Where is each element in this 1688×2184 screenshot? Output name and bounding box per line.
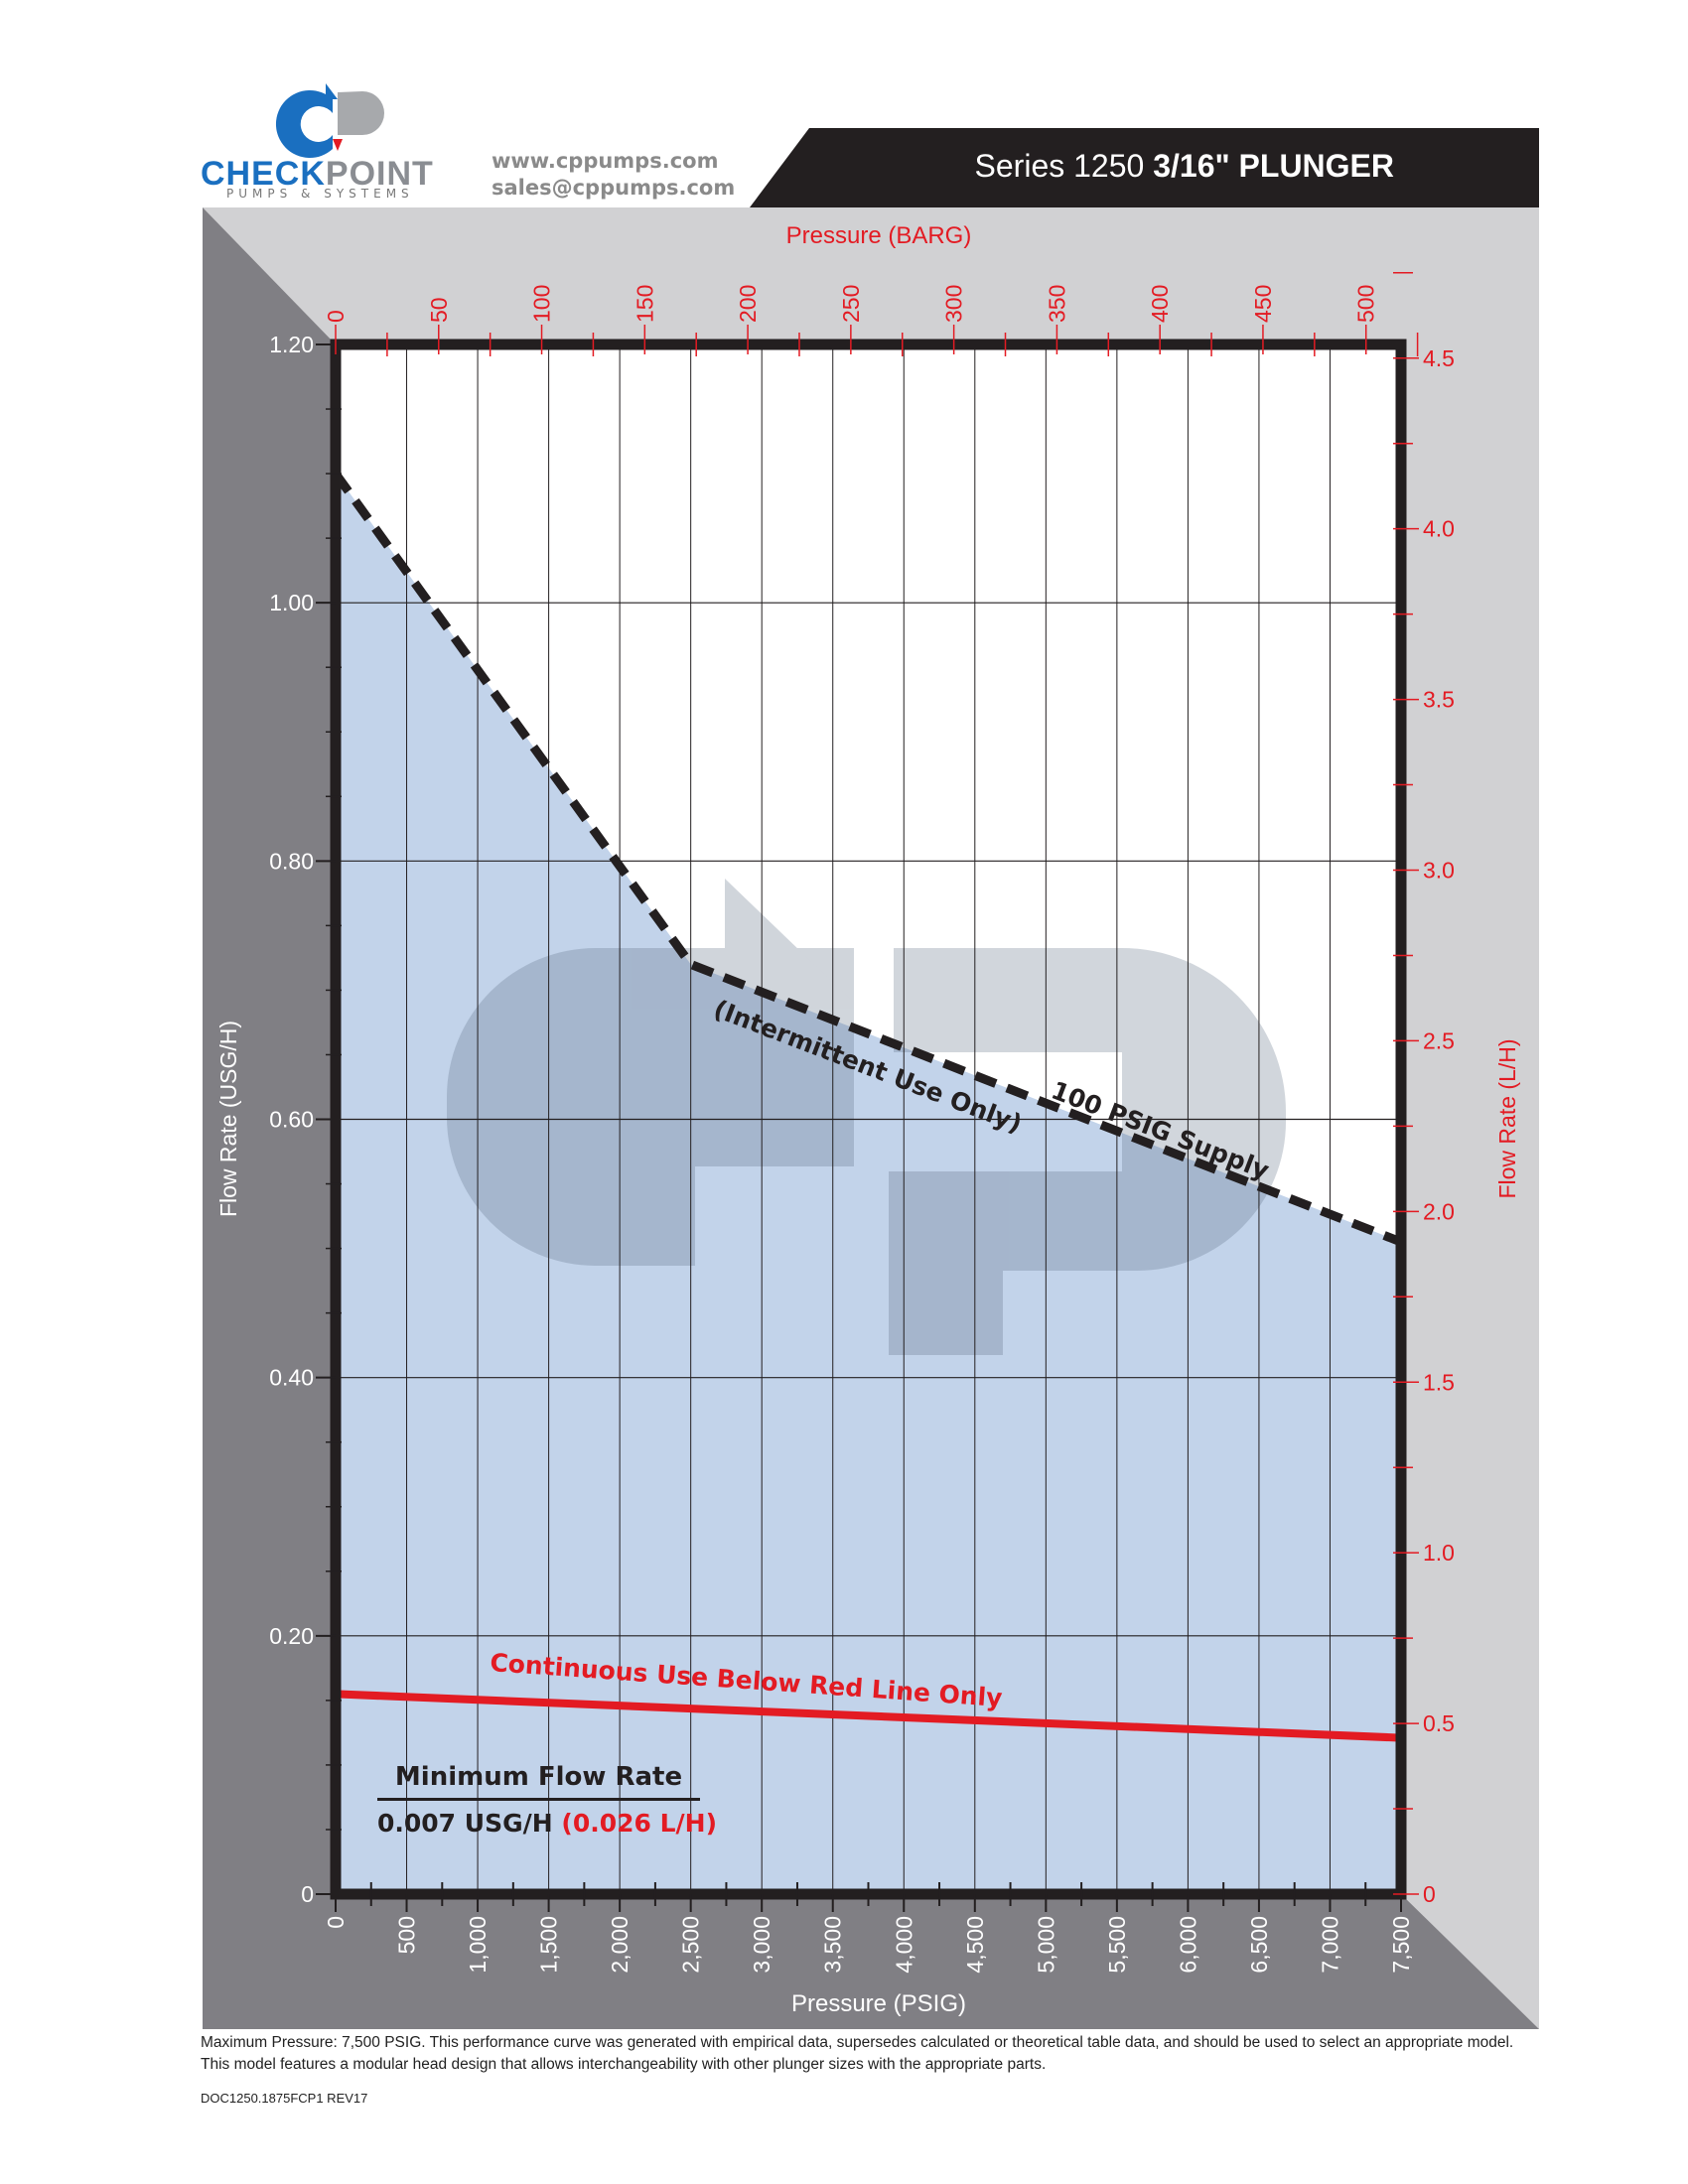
- x2-tick-label: 50: [426, 297, 452, 323]
- document-id: DOC1250.1875FCP1 REV17: [201, 2091, 368, 2106]
- x2-tick-label: 0: [323, 310, 349, 323]
- x-tick-label: 1,500: [536, 1916, 562, 1974]
- y-tick-label: 0.80: [269, 848, 314, 874]
- title-bar: Series 1250 3/16" PLUNGER: [750, 128, 1539, 207]
- intermittent-fill-area: [336, 474, 1401, 1894]
- x-tick-label: 4,000: [891, 1916, 916, 1974]
- y-tick-label: 0.60: [269, 1107, 314, 1133]
- x-tick-label: 0: [323, 1916, 349, 1929]
- logo-subtitle: PUMPS & SYSTEMS: [226, 187, 414, 201]
- x2-tick-label: 300: [941, 285, 967, 323]
- x-tick-label: 6,000: [1175, 1916, 1200, 1974]
- y2-tick-label: 3.0: [1423, 858, 1455, 884]
- x2-tick-label: 450: [1250, 285, 1276, 323]
- x-tick-label: 4,500: [962, 1916, 988, 1974]
- continuous-use-red-line: [335, 1690, 1402, 1742]
- series-layer: [332, 471, 1403, 1742]
- x-tick-label: 3,000: [749, 1916, 774, 1974]
- page-title: Series 1250 3/16" PLUNGER: [975, 148, 1394, 185]
- x2-tick-label: 500: [1353, 285, 1379, 323]
- x-tick-label: 2,000: [607, 1916, 633, 1974]
- website-link[interactable]: www.cppumps.com: [492, 149, 719, 173]
- x-axis-label: Pressure (PSIG): [791, 1990, 966, 2017]
- title-bold: 3/16" PLUNGER: [1153, 148, 1394, 184]
- y-tick-label: 1.20: [269, 332, 314, 357]
- x-tick-label: 2,500: [678, 1916, 704, 1974]
- x2-tick-label: 200: [735, 285, 761, 323]
- x-tick-label: 3,500: [820, 1916, 846, 1974]
- y2-tick-label: 0.5: [1423, 1710, 1455, 1736]
- checkpoint-logo-mark: [275, 83, 384, 158]
- x2-tick-label: 400: [1147, 285, 1173, 323]
- minimum-flow-box: Minimum Flow Rate 0.007 USG/H (0.026 L/H…: [377, 1762, 717, 1838]
- axis-ticks: 0 500 1,000 1,500 2,000 2,500 3,000 3,500 4,000 4…: [269, 272, 1455, 1974]
- y2-tick-label: 1.0: [1423, 1540, 1455, 1566]
- x-tick-label: 500: [394, 1916, 420, 1954]
- y-tick-label: 0.40: [269, 1365, 314, 1391]
- y-tick-label: 0.20: [269, 1623, 314, 1649]
- y2-tick-label: 4.5: [1423, 345, 1455, 371]
- x2-tick-label: 150: [632, 285, 657, 323]
- y2-tick-label: 4.0: [1423, 516, 1455, 542]
- x-tick-label: 7,000: [1317, 1916, 1342, 1974]
- supply-curve-line: [332, 471, 1403, 1247]
- logo-text-blue: CHECK: [201, 155, 326, 193]
- y2-axis-label: Flow Rate (L/H): [1494, 1038, 1520, 1198]
- y2-tick-label: 3.5: [1423, 687, 1455, 713]
- x-tick-label: 5,000: [1033, 1916, 1058, 1974]
- y2-tick-label: 0: [1423, 1881, 1436, 1907]
- y-axis-label: Flow Rate (USG/H): [215, 1021, 241, 1217]
- y2-tick-label: 2.0: [1423, 1198, 1455, 1224]
- logo-wordmark: CHECKPOINT: [201, 155, 434, 194]
- y-tick-label: 1.00: [269, 590, 314, 615]
- y-tick-label: 0: [301, 1881, 314, 1907]
- title-prefix: Series 1250: [974, 148, 1145, 184]
- x-tick-label: 7,500: [1388, 1916, 1414, 1974]
- x2-tick-label: 350: [1044, 285, 1069, 323]
- x2-tick-label: 100: [529, 285, 555, 323]
- minimum-flow-heading: Minimum Flow Rate: [377, 1762, 700, 1801]
- logo-text-grey: POINT: [325, 155, 434, 193]
- x-tick-label: 1,000: [465, 1916, 491, 1974]
- y2-tick-label: 2.5: [1423, 1027, 1455, 1053]
- x-tick-label: 6,500: [1246, 1916, 1272, 1974]
- x2-axis-label: Pressure (BARG): [786, 222, 972, 249]
- footer-note: Maximum Pressure: 7,500 PSIG. This perfo…: [201, 2034, 1514, 2073]
- x-tick-label: 5,500: [1104, 1916, 1130, 1974]
- y2-tick-label: 1.5: [1423, 1369, 1455, 1395]
- x2-tick-label: 250: [838, 285, 864, 323]
- minimum-flow-value: 0.007 USG/H (0.026 L/H): [377, 1801, 717, 1838]
- minimum-flow-lh: (0.026 L/H): [561, 1809, 718, 1838]
- email-link[interactable]: sales@cppumps.com: [492, 176, 736, 200]
- minimum-flow-usg: 0.007 USG/H: [377, 1809, 553, 1838]
